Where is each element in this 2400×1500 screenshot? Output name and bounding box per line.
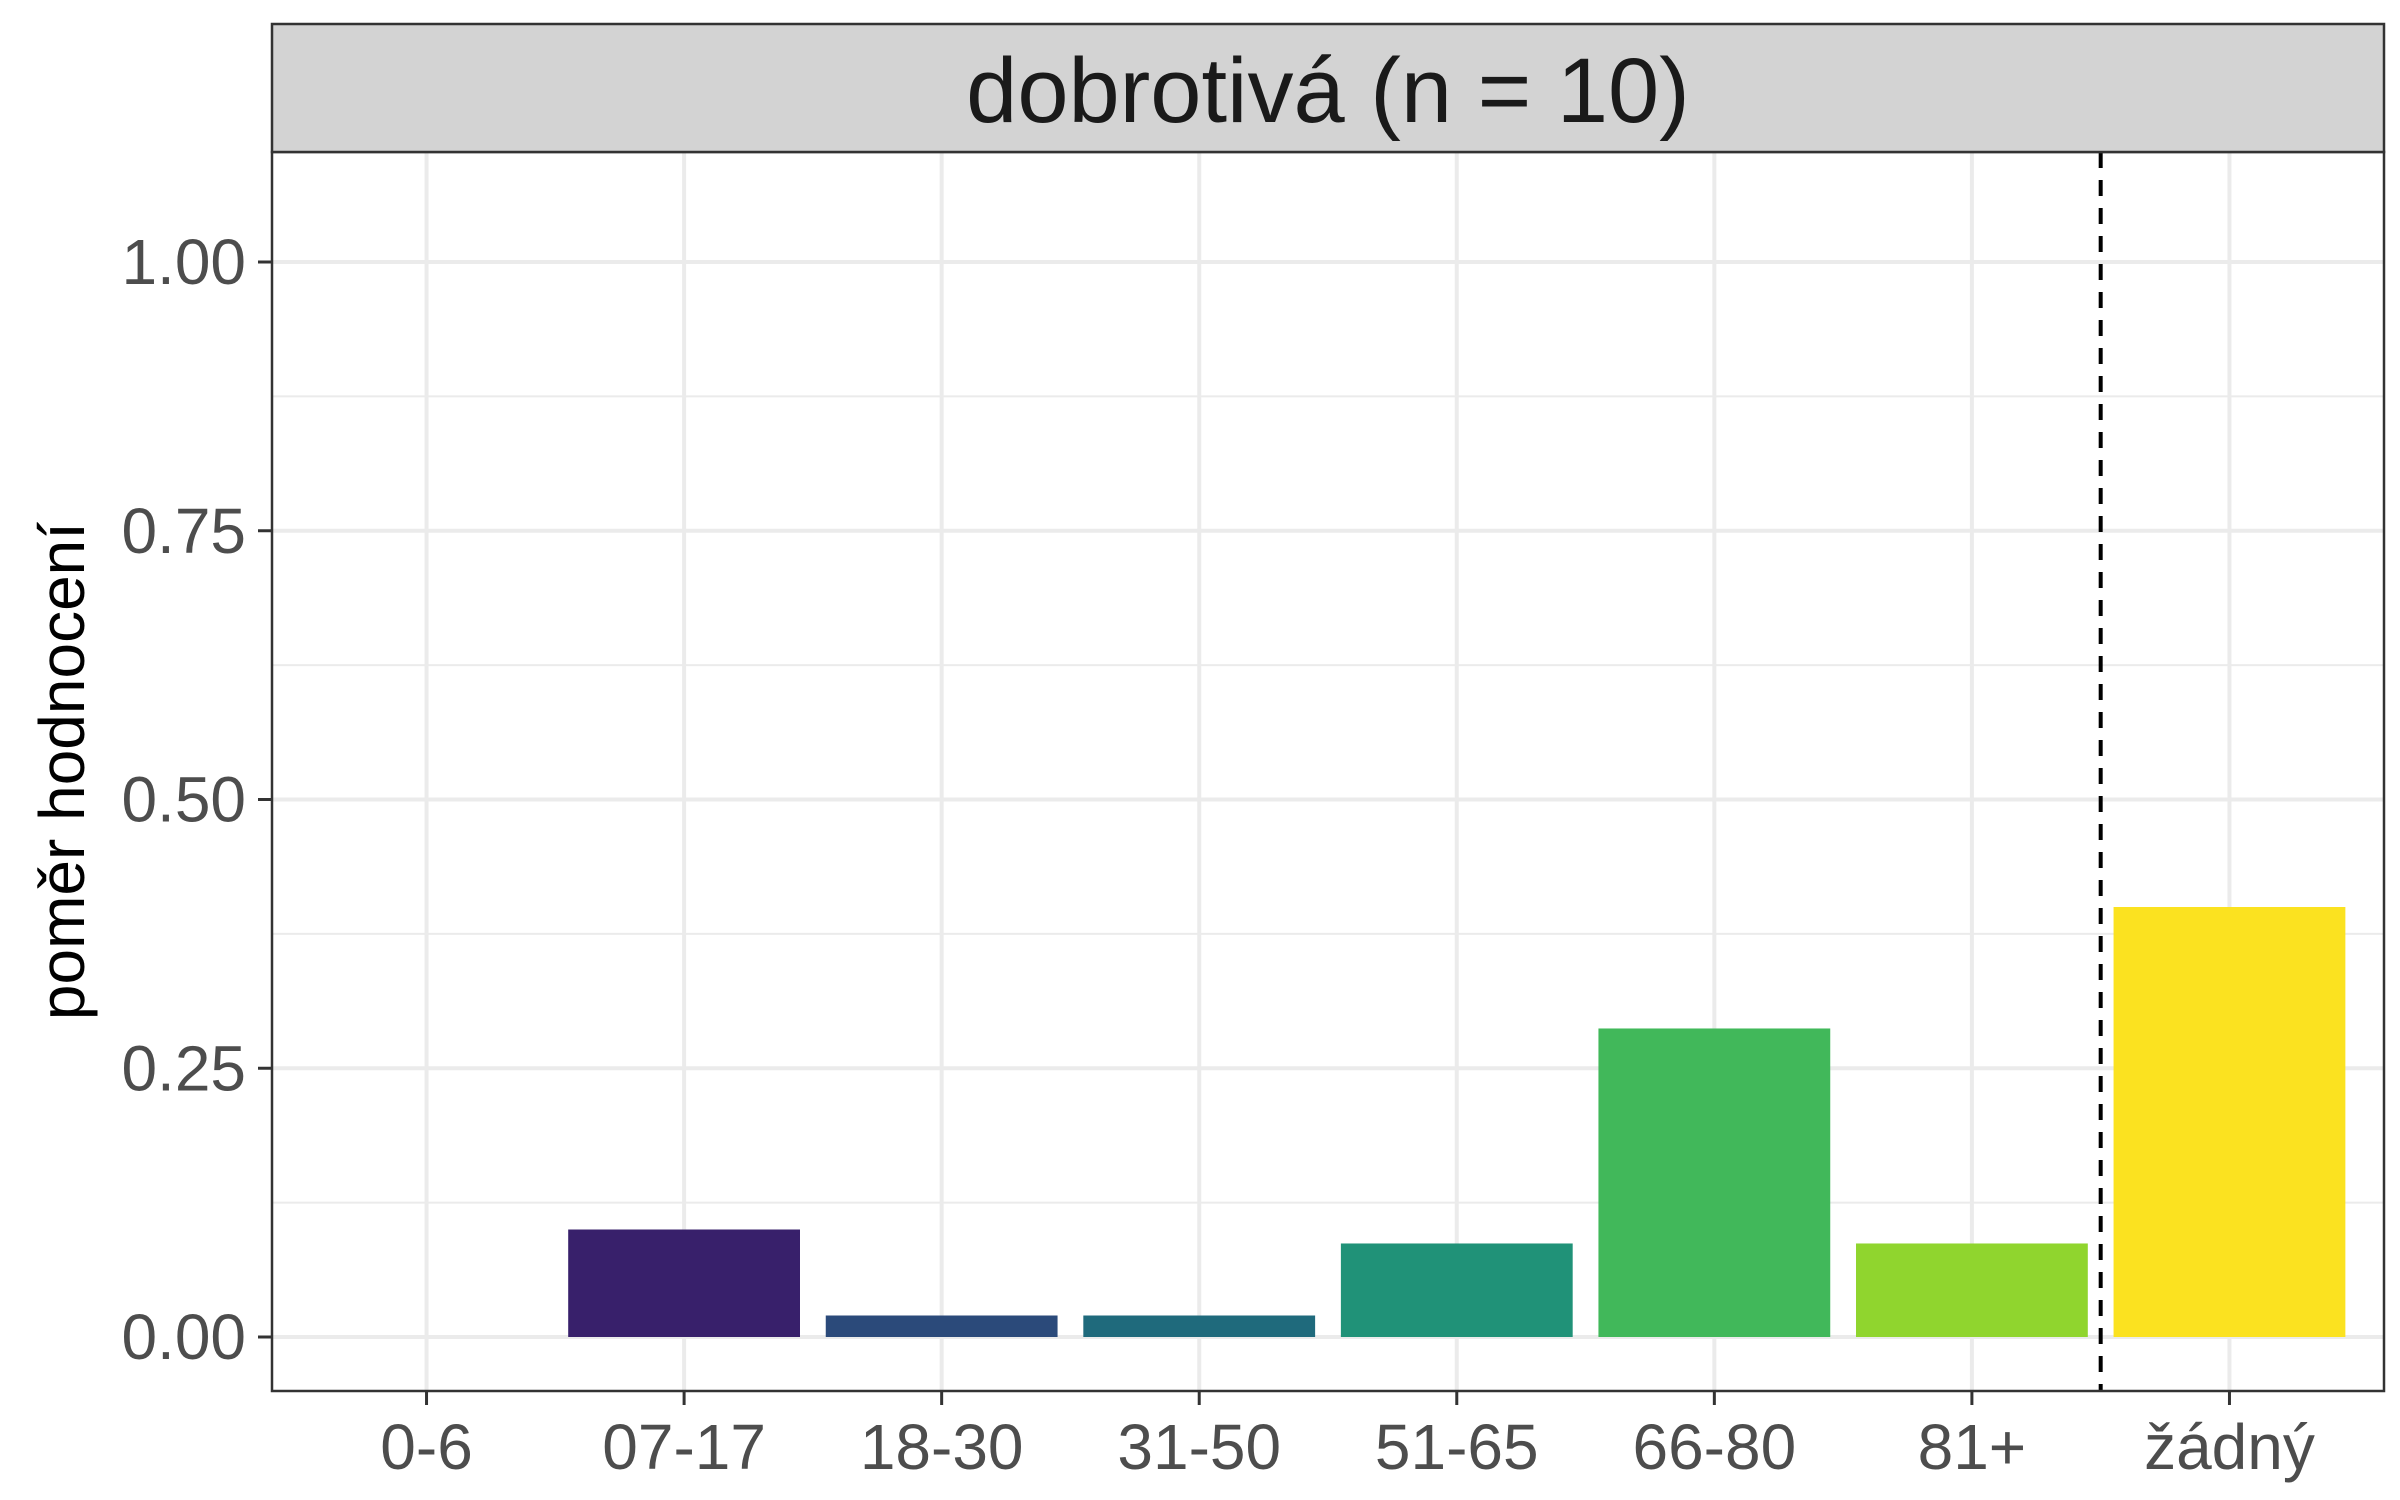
x-tick-label: 66-80 — [1632, 1411, 1796, 1483]
x-tick-label: 31-50 — [1117, 1411, 1281, 1483]
x-tick-label: žádný — [2144, 1411, 2315, 1483]
y-axis: 0.00 0.25 0.50 0.75 1.00 — [121, 226, 272, 1373]
facet-title: dobrotivá (n = 10) — [966, 40, 1690, 142]
bar-07-17 — [568, 1229, 800, 1337]
bar-51-65 — [1340, 1243, 1573, 1337]
x-tick-label: 0-6 — [380, 1411, 473, 1483]
y-tick-label: 1.00 — [121, 226, 246, 298]
x-tick-label: 51-65 — [1375, 1411, 1539, 1483]
x-tick-label: 07-17 — [602, 1411, 766, 1483]
y-tick-label: 0.50 — [121, 764, 246, 836]
x-tick-label: 81+ — [1918, 1411, 2027, 1483]
bar-66-80 — [1598, 1028, 1831, 1337]
bar-81+ — [1856, 1243, 2088, 1337]
x-tick-label: 18-30 — [860, 1411, 1024, 1483]
bars — [568, 907, 2346, 1337]
facet-strip-background — [270, 22, 2386, 154]
grid-lines — [272, 152, 2384, 1391]
y-axis-title: poměr hodnocení — [26, 522, 98, 1020]
bar-žádný — [2113, 907, 2346, 1337]
bar-18-30 — [825, 1315, 1058, 1337]
y-tick-label: 0.00 — [121, 1301, 246, 1373]
y-tick-label: 0.75 — [121, 495, 246, 567]
facet-strip: dobrotivá (n = 10) — [270, 22, 2386, 154]
bar-31-50 — [1083, 1315, 1316, 1337]
y-tick-label: 0.25 — [121, 1032, 246, 1104]
x-axis: 0-6 07-17 18-30 31-50 51-65 66-80 81+ žádný — [380, 1391, 2315, 1483]
